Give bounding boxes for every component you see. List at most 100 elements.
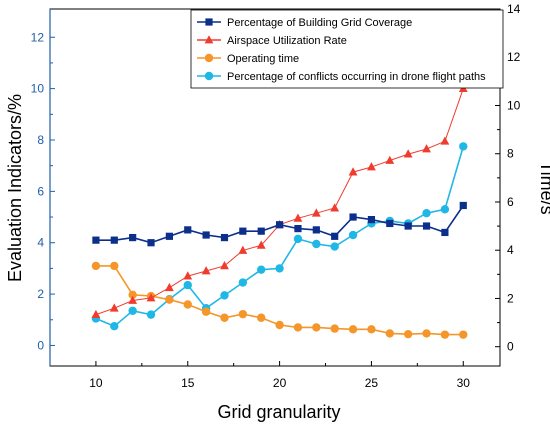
data-point — [422, 208, 431, 218]
data-point — [441, 228, 449, 237]
data-point — [293, 323, 303, 332]
data-point — [275, 320, 284, 330]
legend-box — [190, 9, 504, 89]
legend-item: Percentage of conflicts occurring in dro… — [197, 71, 486, 83]
left-axis-title: Evaluation Indicators/% — [5, 94, 25, 282]
data-point — [109, 303, 119, 312]
right-tick-label: 6 — [507, 195, 514, 209]
data-point — [312, 323, 321, 332]
data-point — [459, 330, 468, 339]
data-point — [422, 222, 431, 230]
data-point — [348, 230, 358, 240]
data-point — [294, 224, 302, 233]
data-point — [257, 265, 266, 274]
data-point — [275, 221, 284, 229]
data-point — [275, 264, 284, 273]
right-tick-label: 2 — [507, 291, 514, 305]
data-point — [459, 201, 467, 210]
series-2 — [91, 83, 468, 319]
data-point — [312, 226, 320, 234]
series-line — [95, 88, 464, 316]
data-point — [146, 293, 156, 302]
right-tick-label: 12 — [507, 50, 521, 64]
data-point — [184, 226, 192, 234]
data-point — [367, 325, 376, 334]
data-point — [220, 233, 229, 242]
data-point — [201, 266, 211, 275]
data-point — [293, 213, 303, 222]
data-point — [205, 18, 213, 26]
data-point — [404, 222, 412, 230]
left-tick-label: 2 — [37, 287, 44, 301]
data-point — [403, 149, 413, 158]
data-point — [440, 330, 450, 339]
legend-item: Operating time — [197, 53, 299, 65]
data-point — [330, 324, 339, 333]
data-point — [91, 261, 101, 271]
data-point — [165, 232, 173, 240]
data-point — [385, 155, 395, 164]
data-point — [110, 261, 119, 271]
legend-item: Percentage of Building Grid Coverage — [197, 17, 412, 29]
right-axis: 0 2 4 6 8 10 12 14 — [495, 2, 521, 354]
data-point — [164, 282, 174, 292]
legend-item: Airspace Utilization Rate — [197, 35, 347, 47]
legend-label: Airspace Utilization Rate — [227, 35, 347, 47]
data-point — [129, 233, 137, 242]
data-point — [238, 309, 248, 319]
data-point — [110, 321, 119, 331]
left-tick-label: 8 — [37, 133, 44, 147]
left-tick-label: 10 — [31, 82, 45, 96]
data-point — [238, 245, 248, 254]
data-point — [348, 167, 358, 176]
right-tick-label: 0 — [507, 340, 514, 354]
right-tick-label: 10 — [507, 98, 521, 112]
data-point — [183, 280, 192, 290]
data-point — [183, 271, 193, 280]
legend-label: Percentage of conflicts occurring in dro… — [227, 71, 486, 83]
data-point — [256, 240, 266, 249]
data-point — [204, 53, 214, 63]
right-tick-label: 8 — [507, 147, 514, 161]
data-point — [257, 313, 266, 322]
data-point — [422, 144, 431, 153]
data-point — [367, 162, 376, 171]
data-point — [147, 239, 155, 247]
data-point — [348, 325, 358, 334]
x-axis: 10 15 20 25 30 — [89, 361, 470, 390]
data-point — [386, 219, 394, 228]
data-point — [183, 300, 192, 309]
data-point — [367, 216, 376, 224]
data-point — [331, 232, 339, 240]
data-point — [128, 290, 137, 300]
data-point — [202, 231, 210, 239]
data-point — [128, 295, 138, 304]
data-point — [349, 213, 357, 221]
series-1 — [92, 201, 467, 247]
series-layer — [91, 83, 468, 339]
data-point — [330, 242, 339, 251]
data-point — [311, 208, 321, 217]
legend-label: Operating time — [227, 53, 299, 65]
data-point — [312, 239, 321, 249]
data-point — [110, 236, 118, 244]
data-point — [293, 234, 303, 244]
x-tick-label: 10 — [89, 376, 103, 390]
data-point — [220, 313, 229, 322]
data-point — [257, 227, 265, 235]
series-4 — [91, 142, 468, 331]
x-tick-label: 15 — [181, 376, 195, 390]
right-axis-title: Time/s — [537, 161, 550, 214]
data-point — [165, 295, 174, 304]
x-tick-label: 25 — [365, 376, 379, 390]
data-point — [403, 329, 413, 339]
data-point — [92, 236, 100, 244]
data-point — [459, 142, 468, 151]
x-axis-title: Grid granularity — [217, 402, 340, 422]
legend-label: Percentage of Building Grid Coverage — [227, 17, 412, 29]
data-point — [204, 71, 214, 81]
left-tick-label: 4 — [37, 236, 44, 250]
data-point — [440, 136, 450, 145]
data-point — [146, 310, 156, 319]
